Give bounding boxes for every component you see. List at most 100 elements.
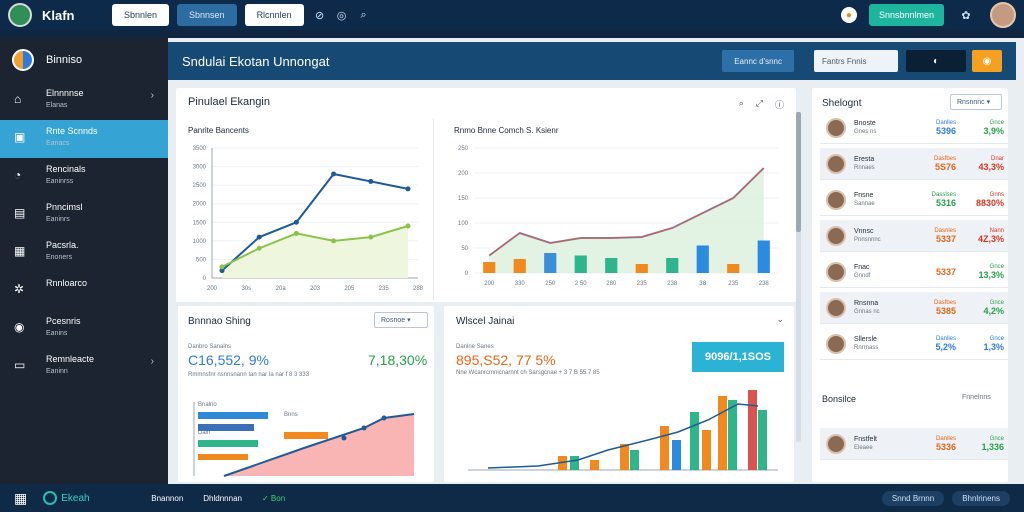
list-item[interactable]: Vnnsc Pnnsnnnc Dasnles 5337 Nann 4Z,3% bbox=[820, 220, 1008, 252]
theme-toggle-icon[interactable]: ◐ bbox=[906, 50, 966, 72]
leaderboard-dropdown-label: Rnsnnnc bbox=[957, 98, 985, 106]
list-item[interactable]: Fnsne Sannae Dasslses 5316 Gnns 8830% bbox=[820, 184, 1008, 216]
page-title: Sndulai Ekotan Unnongat bbox=[182, 53, 330, 69]
list-item-label-1: Danlles bbox=[935, 435, 956, 442]
sidebar-item-label: Pacsrla. bbox=[46, 240, 79, 250]
bottom-pill-2[interactable]: Bhnlrinens bbox=[952, 490, 1010, 506]
apps-grid-icon[interactable]: ▦ bbox=[14, 489, 28, 506]
chevron-right-icon[interactable]: › bbox=[150, 356, 154, 367]
bottom-logo-icon bbox=[43, 491, 58, 505]
list-item-value-1: 5337 bbox=[935, 233, 956, 244]
analytics-card-title: Pinulael Ekangin bbox=[188, 96, 270, 108]
series-area bbox=[224, 414, 414, 476]
sidebar-item-7[interactable]: ◉ Pcesnris Eanins bbox=[0, 310, 168, 348]
avatar bbox=[826, 117, 846, 138]
list-item-value-1: 5,2% bbox=[935, 341, 956, 352]
scroll-thumb[interactable] bbox=[796, 112, 801, 232]
scrollbar[interactable] bbox=[796, 112, 801, 442]
list-item-value-2: 4Z,3% bbox=[977, 233, 1004, 244]
sidebar-item-2[interactable]: ▣ Rnte Scnnds Eanacs bbox=[0, 120, 168, 158]
nav-button-2[interactable]: Sbnnsen bbox=[177, 4, 237, 26]
chevron-right-icon[interactable]: › bbox=[150, 90, 154, 101]
period-dropdown[interactable]: Rosnoe ▾ bbox=[374, 312, 428, 328]
bar bbox=[696, 245, 709, 273]
cta-button[interactable]: Snnsbnnlmen bbox=[868, 4, 944, 26]
x-tick-label: 38 bbox=[699, 281, 706, 287]
list-item[interactable]: Fnstfelt Eleaee Danlles 5336 Gnce 1,336 bbox=[820, 428, 1008, 460]
sidebar-item-label: Rencinals bbox=[46, 164, 86, 174]
chart-icon: ◔ bbox=[14, 168, 22, 182]
data-point bbox=[256, 234, 262, 240]
leaderboard-card: Shelognt Rnsnnnc ▾ Bnoste Gnes ns Danlles 5… bbox=[812, 88, 1008, 482]
bottom-pill-1[interactable]: Snnd Brnnn bbox=[881, 490, 945, 506]
sidebar-item-8[interactable]: ▭ Remnleacte Eaninn › bbox=[0, 348, 168, 386]
bar bbox=[198, 412, 268, 419]
bar bbox=[748, 390, 757, 470]
alert-icon[interactable]: ◉ bbox=[972, 50, 1002, 72]
bar bbox=[483, 262, 496, 273]
bar bbox=[727, 264, 740, 273]
data-point bbox=[331, 238, 337, 244]
chevron-down-icon[interactable]: ⌄ bbox=[776, 314, 784, 324]
list-item-sub: Rnnaes bbox=[854, 165, 875, 171]
summary-card-mid: Wlscel Jainai ⌄ Danlne Sanes 895,S52, 77… bbox=[444, 306, 794, 482]
bar bbox=[690, 412, 699, 470]
line-chart[interactable]: 0 500 1000 1500 2000 2500 3000 3500 200 30s 20a 203… bbox=[178, 138, 428, 298]
sidebar-item-4[interactable]: ▤ Pnncimsl Eaninrs bbox=[0, 196, 168, 234]
list-item[interactable]: Bnoste Gnes ns Danlles 5396 Gnce 3,9% bbox=[820, 112, 1008, 144]
mixed-chart[interactable] bbox=[448, 386, 788, 478]
list-item[interactable]: Rnsnna Gnnas nc Dasfbes 5385 Gnce 4,2% bbox=[820, 292, 1008, 324]
y-tick-label: 500 bbox=[196, 257, 207, 263]
search-icon[interactable]: ⌕ bbox=[360, 8, 367, 21]
list-item[interactable]: Sllersle Rnrrnass Danlles 5,2% Gnce 1,3% bbox=[820, 328, 1008, 360]
expand-icon[interactable]: ⤢ bbox=[755, 98, 763, 108]
area-chart[interactable]: Bnalno Bnns Daln bbox=[184, 388, 424, 478]
user-avatar[interactable] bbox=[990, 2, 1016, 28]
bottom-link-3[interactable]: ✓ Bon bbox=[261, 493, 286, 503]
settings-icon[interactable]: ✿ bbox=[961, 9, 971, 22]
search-icon[interactable]: ⌕ bbox=[738, 98, 744, 108]
data-point bbox=[405, 223, 411, 229]
sidebar-item-5[interactable]: ▦ Pacsrla. Enoners bbox=[0, 234, 168, 272]
link-icon[interactable]: ⊘ bbox=[314, 9, 325, 22]
avatar bbox=[826, 261, 846, 282]
sidebar-item-1[interactable]: ⌂ Elnnnnse Elanas › bbox=[0, 82, 168, 120]
bar-chart[interactable]: 0 50 100 150 200 250 200 330 250 2 50 280 235 238 38 2… bbox=[444, 138, 789, 298]
leaderboard-dropdown[interactable]: Rnsnnnc ▾ bbox=[950, 94, 1002, 110]
list-item-sub: Rnrrnass bbox=[854, 345, 879, 351]
summary-left-title: Bnnnao Shing bbox=[188, 316, 251, 327]
nav-button-3[interactable]: Rlcnnlen bbox=[244, 4, 304, 26]
list-item-name: Fnstfelt bbox=[854, 436, 877, 443]
bottom-bar: ▦ Ekeah Bnannon Dhldnnnan ✓ Bon Snnd Brn… bbox=[0, 484, 1024, 512]
list-item-sub: Sannae bbox=[854, 201, 875, 207]
dashboard-icon: ▣ bbox=[14, 130, 26, 144]
sidebar-item-3[interactable]: ◔ Rencinals Eaninrss bbox=[0, 158, 168, 196]
summary-mid-subtitle: Danlne Sanes bbox=[456, 344, 494, 350]
info-icon[interactable]: ⓘ bbox=[774, 100, 784, 110]
avatar bbox=[826, 153, 846, 174]
y-tick-label: 100 bbox=[458, 221, 469, 227]
sidebar-item-label: Elnnnnse bbox=[46, 88, 84, 98]
list-item-label-1: Dasnles bbox=[934, 227, 956, 234]
bottom-link-1[interactable]: Bnannon bbox=[151, 493, 184, 503]
nav-button-1[interactable]: Sbnnlen bbox=[112, 4, 170, 26]
sidebar-item-6[interactable]: ✲ Rnnloarco bbox=[0, 272, 168, 310]
list-item-label-2: Gnns bbox=[989, 191, 1004, 198]
bar bbox=[660, 426, 669, 470]
bar bbox=[284, 432, 328, 439]
header-select[interactable]: Fantrs Fnnis bbox=[814, 50, 898, 72]
eye-icon[interactable]: ◎ bbox=[336, 9, 347, 22]
list-item[interactable]: Fnac Gnndf 5337 Gnce 13,3% bbox=[820, 256, 1008, 288]
settings-icon: ✲ bbox=[14, 282, 25, 296]
filter-button[interactable]: Eannc d'snnc bbox=[722, 50, 794, 72]
notification-icon[interactable]: ● bbox=[840, 7, 857, 23]
list-item[interactable]: Eresta Rnnaes Dasfbes 5S76 Dnar 43,3% bbox=[820, 148, 1008, 180]
data-point bbox=[405, 186, 411, 192]
app-logo[interactable] bbox=[8, 3, 32, 27]
list-item-label-2: Nann bbox=[989, 227, 1004, 234]
bottom-link-2[interactable]: Dhldnnnan bbox=[203, 493, 242, 503]
x-tick-label: 235 bbox=[379, 286, 390, 292]
list-item-label-2: Gnce bbox=[989, 119, 1004, 126]
y-tick-label: 0 bbox=[203, 276, 207, 282]
y-tick-label: 150 bbox=[458, 196, 469, 202]
